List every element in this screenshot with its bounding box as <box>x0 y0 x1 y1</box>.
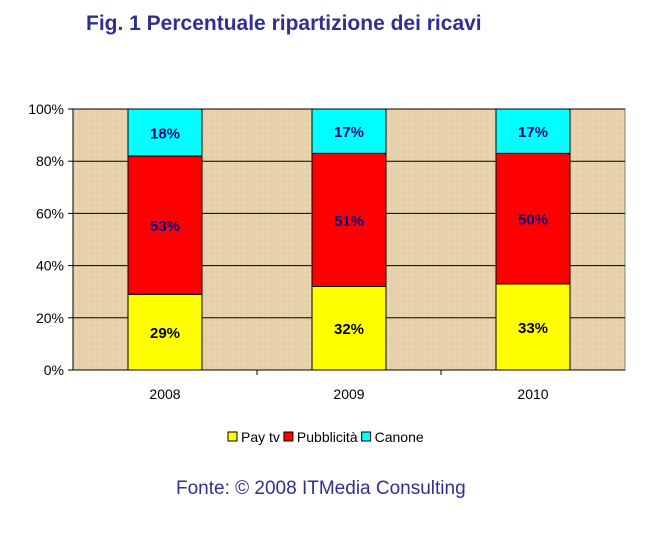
bar-canone-2009 <box>311 108 387 154</box>
data-label: 33% <box>518 320 548 337</box>
source-credit: Fonte: © 2008 ITMedia Consulting <box>176 478 466 499</box>
chart-title: Fig. 1 Percentuale ripartizione dei rica… <box>86 12 482 35</box>
data-label: 50% <box>518 212 548 229</box>
x-tick-label: 2010 <box>517 386 548 402</box>
data-label: 32% <box>334 321 364 338</box>
x-tick-label: 2009 <box>333 386 364 402</box>
legend-label-pubblicit-: Pubblicità <box>297 429 358 445</box>
legend-label-pay-tv: Pay tv <box>241 429 280 445</box>
y-tick-label: 60% <box>36 205 64 221</box>
legend-label-canone: Canone <box>375 429 424 445</box>
data-label: 17% <box>518 124 548 141</box>
legend-swatch-canone <box>361 431 372 442</box>
legend-swatch-pubblicit- <box>283 431 294 442</box>
data-label: 17% <box>334 124 364 141</box>
data-label: 18% <box>150 125 180 142</box>
y-tick-label: 20% <box>36 310 64 326</box>
data-label: 29% <box>150 325 180 342</box>
y-tick-label: 80% <box>36 153 64 169</box>
bar-pubblicit--2009 <box>311 152 387 287</box>
legend-swatch-pay-tv <box>227 431 238 442</box>
bar-pay-tv-2009 <box>311 285 387 371</box>
data-label: 51% <box>334 213 364 230</box>
y-tick-label: 40% <box>36 258 64 274</box>
bar-pay-tv-2010 <box>495 283 571 371</box>
bar-canone-2010 <box>495 108 571 154</box>
bar-pubblicit--2008 <box>127 155 203 295</box>
data-label: 53% <box>150 218 180 235</box>
y-tick-label: 100% <box>28 101 64 117</box>
bar-pubblicit--2010 <box>495 152 571 285</box>
bar-canone-2008 <box>127 108 203 157</box>
x-tick-label: 2008 <box>149 386 180 402</box>
y-tick-label: 0% <box>44 362 64 378</box>
